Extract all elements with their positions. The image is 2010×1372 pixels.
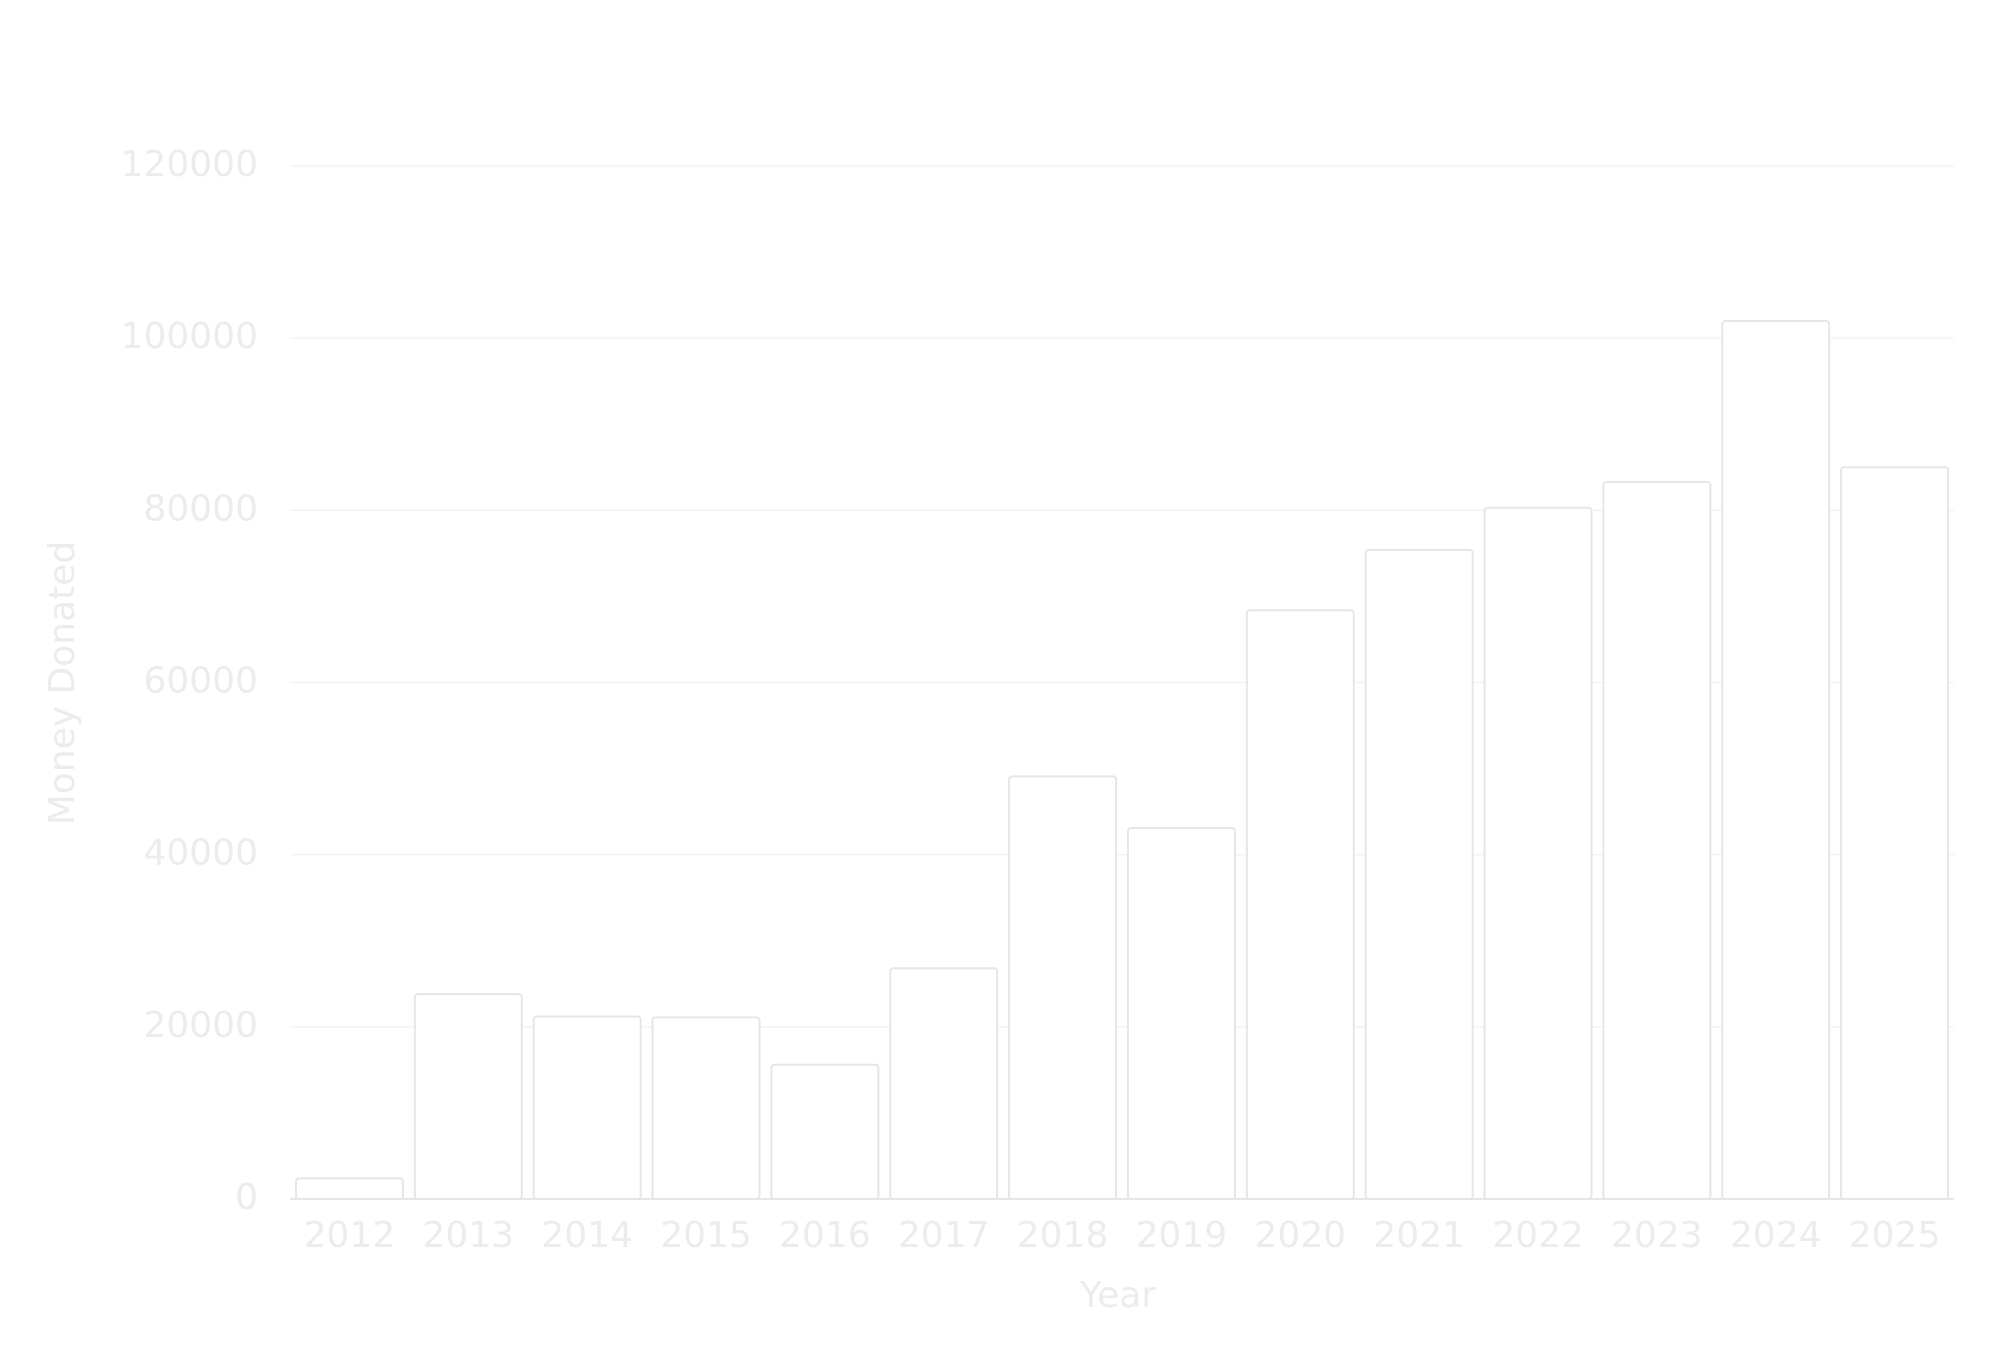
x-tick-label: 2023 — [1611, 1215, 1703, 1256]
bar — [1245, 609, 1355, 1200]
y-tick-label: 20000 — [143, 1005, 258, 1046]
x-tick-label: 2025 — [1849, 1215, 1941, 1256]
x-tick-label: 2021 — [1373, 1215, 1465, 1256]
x-tick-label: 2019 — [1136, 1215, 1228, 1256]
bar — [1602, 480, 1712, 1200]
y-tick-label: 60000 — [143, 661, 258, 702]
bar — [1126, 826, 1236, 1200]
bar — [532, 1015, 642, 1201]
bar — [1721, 319, 1831, 1200]
x-tick-label: 2017 — [898, 1215, 990, 1256]
x-tick-label: 2015 — [660, 1215, 752, 1256]
y-tick-label: 120000 — [121, 144, 258, 185]
y-tick-label: 80000 — [143, 488, 258, 529]
x-tick-label: 2022 — [1492, 1215, 1584, 1256]
bar — [1483, 506, 1593, 1200]
x-tick-label: 2018 — [1017, 1215, 1109, 1256]
bar — [294, 1177, 404, 1200]
x-tick-label: 2024 — [1730, 1215, 1822, 1256]
bar — [770, 1063, 880, 1200]
bar — [1008, 775, 1118, 1200]
x-tick-label: 2014 — [541, 1215, 633, 1256]
x-tick-label: 2016 — [779, 1215, 871, 1256]
bar — [1364, 548, 1474, 1200]
bar — [651, 1016, 761, 1201]
x-tick-label: 2013 — [422, 1215, 514, 1256]
x-axis-label: Year — [1079, 1275, 1156, 1316]
bar — [413, 993, 523, 1200]
bar — [1840, 466, 1950, 1200]
y-axis-label: Money Donated — [42, 541, 83, 826]
y-tick-label: 100000 — [121, 316, 258, 357]
y-tick-label: 0 — [235, 1177, 258, 1218]
bar — [889, 967, 999, 1201]
y-tick-label: 40000 — [143, 833, 258, 874]
x-tick-label: 2020 — [1254, 1215, 1346, 1256]
x-tick-label: 2012 — [304, 1215, 396, 1256]
